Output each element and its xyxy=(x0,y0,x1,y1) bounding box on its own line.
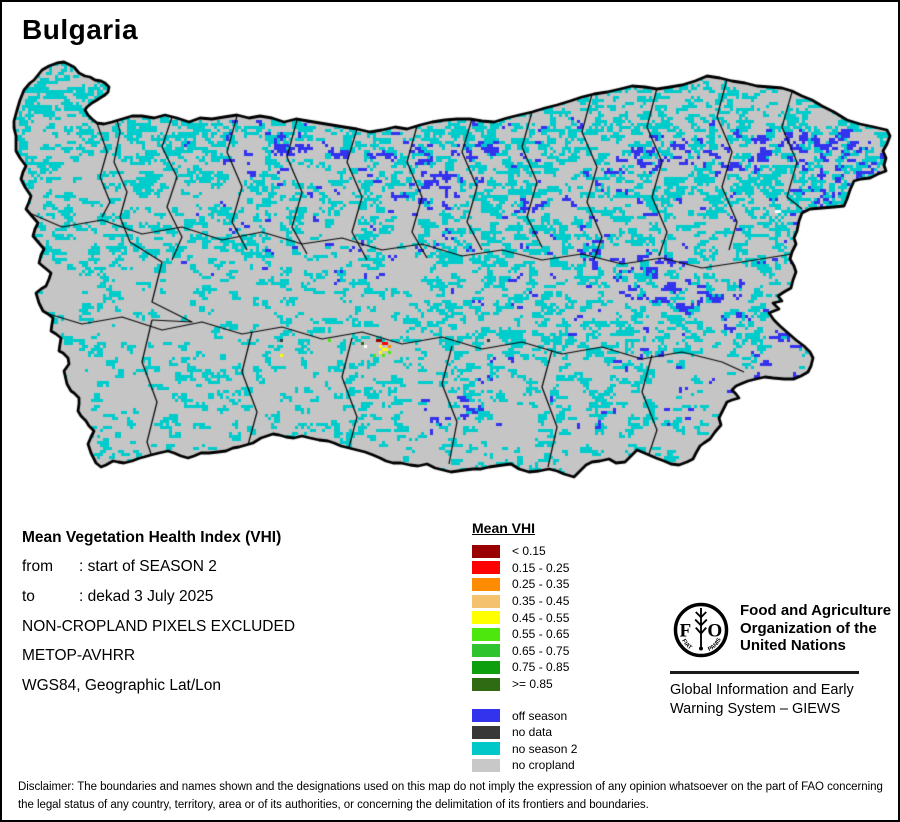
svg-text:F: F xyxy=(680,620,692,641)
legend-swatch xyxy=(472,561,500,575)
legend-swatch xyxy=(472,742,500,756)
fao-name-line: United Nations xyxy=(740,637,846,655)
vhi-heading: Mean Vegetation Health Index (VHI) xyxy=(22,528,282,546)
legend-label: 0.35 - 0.45 xyxy=(512,594,570,609)
legend-row: < 0.15 xyxy=(472,543,577,560)
legend-label: >= 0.85 xyxy=(512,677,553,692)
legend-row: 0.45 - 0.55 xyxy=(472,609,577,626)
legend-swatch xyxy=(472,644,500,658)
period-label: from xyxy=(22,558,53,576)
fao-name: Food and Agriculture Organization of the U… xyxy=(740,602,891,655)
legend-label: off season xyxy=(512,708,568,723)
legend-swatch xyxy=(472,611,500,625)
giews-name-line: Global Information and Early xyxy=(670,682,854,698)
period-value: : dekad 3 July 2025 xyxy=(79,587,214,605)
period-row: to : dekad 3 July 2025 xyxy=(22,582,295,612)
giews-name: Global Information and Early Warning Syst… xyxy=(670,681,854,718)
map-info-block: Mean Vegetation Health Index (VHI) from:… xyxy=(22,523,295,701)
legend-label: no cropland xyxy=(512,758,575,773)
legend-swatch xyxy=(472,758,500,772)
map-period-rows: from : start of SEASON 2 to : dekad 3 July … xyxy=(22,553,295,612)
fao-name-line: Organization of the xyxy=(740,619,877,637)
legend-row: 0.65 - 0.75 xyxy=(472,643,577,660)
legend-row: 0.75 - 0.85 xyxy=(472,659,577,676)
map-meta-lines: NON-CROPLAND PIXELS EXCLUDED METOP-AVHRR W… xyxy=(22,612,295,701)
period-label: to xyxy=(22,587,35,605)
legend-row: 0.15 - 0.25 xyxy=(472,560,577,577)
legend-row: 0.35 - 0.45 xyxy=(472,593,577,610)
legend-label: < 0.15 xyxy=(512,544,546,559)
legend-label: no season 2 xyxy=(512,741,578,756)
giews-name-line: Warning System – GIEWS xyxy=(670,700,841,717)
period-value: : start of SEASON 2 xyxy=(79,558,217,576)
legend-swatch xyxy=(472,709,500,723)
vhi-class-list: < 0.15 0.15 - 0.25 0.25 - 0.35 0.35 - 0.45 0… xyxy=(472,543,577,692)
legend-row: no cropland xyxy=(472,757,577,774)
legend-label: 0.55 - 0.65 xyxy=(512,627,570,642)
meta-line: WGS84, Geographic Lat/Lon xyxy=(22,676,222,694)
legend-row: no season 2 xyxy=(472,741,577,758)
legend-swatch xyxy=(472,725,500,739)
legend-label: 0.45 - 0.55 xyxy=(512,610,570,625)
legend-label: 0.65 - 0.75 xyxy=(512,643,570,658)
period-row: from : start of SEASON 2 xyxy=(22,553,295,583)
bulgaria-vhi-map xyxy=(10,57,898,485)
legend-label: no data xyxy=(512,725,553,740)
legend-title: Mean VHI xyxy=(472,520,536,536)
legend-label: 0.75 - 0.85 xyxy=(512,660,570,675)
legend-label: 0.15 - 0.25 xyxy=(512,560,570,575)
meta-line: NON-CROPLAND PIXELS EXCLUDED xyxy=(22,617,296,635)
legend-row: no data xyxy=(472,724,577,741)
vhi-legend: Mean VHI < 0.15 0.15 - 0.25 0.25 - 0.35 0.3… xyxy=(472,520,577,774)
legend-row: >= 0.85 xyxy=(472,676,577,693)
legend-swatch xyxy=(472,594,500,608)
legend-swatch xyxy=(472,544,500,558)
legend-swatch xyxy=(472,677,500,691)
meta-line: METOP-AVHRR xyxy=(22,647,136,665)
legend-label: 0.25 - 0.35 xyxy=(512,577,570,592)
fao-name-line: Food and Agriculture xyxy=(740,602,892,619)
fao-logo-icon: F O FIAT PANIS xyxy=(673,602,729,658)
legend-row: 0.25 - 0.35 xyxy=(472,576,577,593)
legend-swatch xyxy=(472,577,500,591)
legend-row: 0.55 - 0.65 xyxy=(472,626,577,643)
svg-text:O: O xyxy=(707,620,722,641)
page-title: Bulgaria xyxy=(22,14,139,45)
fao-divider xyxy=(670,671,859,674)
disclaimer-text: Disclaimer: The boundaries and names sho… xyxy=(18,781,883,811)
season-status-list: off season no data no season 2 no cropland xyxy=(472,707,577,773)
wheat-ear-icon xyxy=(694,607,708,650)
legend-row: off season xyxy=(472,707,577,724)
legend-swatch xyxy=(472,660,500,674)
legend-swatch xyxy=(472,627,500,641)
